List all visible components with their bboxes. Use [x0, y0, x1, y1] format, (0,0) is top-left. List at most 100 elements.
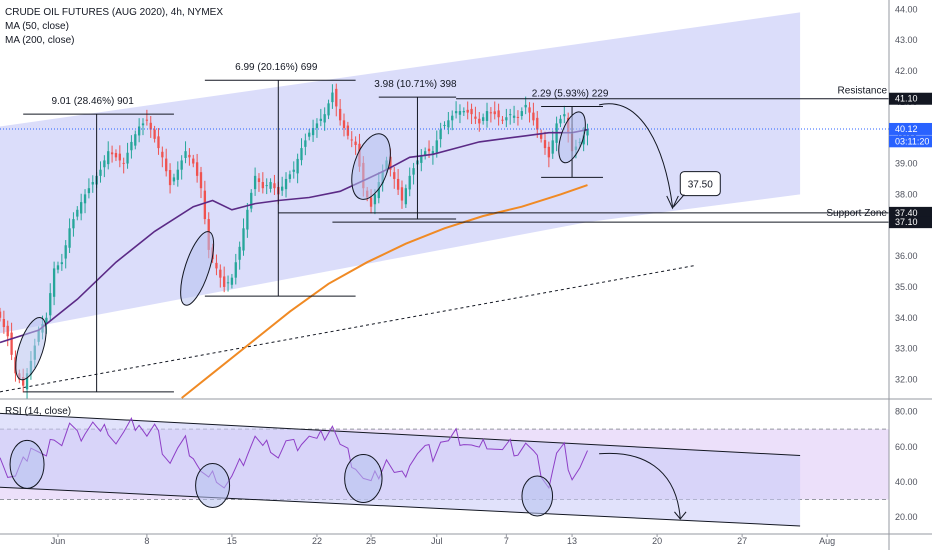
- candle-body: [505, 117, 508, 121]
- candle-body: [288, 174, 292, 179]
- candle-body: [76, 209, 79, 217]
- candle-body: [474, 116, 477, 119]
- rsi-highlight-ellipse: [344, 453, 383, 503]
- measure-label: 9.01 (28.46%) 901: [51, 96, 134, 107]
- projection-arrowhead: [666, 195, 679, 210]
- rsi-projection-arrowhead: [674, 511, 687, 520]
- candle-body: [168, 169, 172, 186]
- candle-body: [122, 162, 125, 164]
- candle-body: [188, 154, 191, 158]
- candle-body: [242, 228, 245, 251]
- candle-body: [6, 325, 9, 337]
- candle-body: [49, 293, 52, 316]
- candle-body: [165, 158, 168, 172]
- price-label-bg: [889, 122, 932, 135]
- time-tick-label: 20: [652, 536, 662, 546]
- candle-body: [319, 118, 322, 121]
- candle-body: [145, 119, 149, 121]
- candle-body: [257, 178, 261, 183]
- measure-label: 6.99 (20.16%) 699: [235, 62, 318, 73]
- candle-body: [377, 182, 380, 199]
- candle-body: [2, 319, 6, 328]
- price-label-current: 40.12: [889, 122, 932, 135]
- candle-body: [412, 168, 415, 175]
- candle-body: [130, 141, 133, 151]
- candle-body: [369, 197, 373, 207]
- candle-body: [551, 140, 554, 154]
- price-tick-label: 39.00: [895, 159, 918, 169]
- time-tick-label: Jun: [51, 536, 66, 546]
- candle-body: [439, 129, 442, 140]
- candle-body: [408, 175, 411, 190]
- time-tick-label: 27: [737, 536, 747, 546]
- candle-body: [83, 194, 87, 204]
- candle-body: [68, 228, 71, 248]
- rsi-pane[interactable]: [0, 412, 889, 527]
- candle-body: [454, 111, 458, 114]
- candle-body: [114, 153, 118, 158]
- target-callout-pointer: [673, 194, 685, 208]
- price-tick-label: 36.00: [895, 251, 918, 261]
- candle-body: [512, 115, 516, 118]
- candle-body: [501, 119, 504, 121]
- candle-body: [393, 172, 396, 179]
- candle-body: [327, 103, 330, 116]
- price-pane[interactable]: 9.01 (28.46%) 901 6.99 (20.16%) 699 3.98 (…: [0, 12, 889, 400]
- rsi-highlight-ellipse: [521, 475, 554, 517]
- rsi-line: [0, 416, 588, 490]
- candle-body: [420, 155, 423, 163]
- candle-body: [389, 156, 392, 170]
- candle-body: [253, 175, 257, 190]
- candle-body: [149, 122, 152, 130]
- candle-body: [25, 373, 29, 390]
- candle-body: [509, 114, 512, 116]
- candle-body: [458, 111, 462, 115]
- candle-body: [331, 92, 334, 103]
- candle-body: [134, 134, 137, 146]
- candle-body: [536, 117, 539, 130]
- price-tick-label: 33.00: [895, 344, 918, 354]
- candle-body: [478, 118, 481, 124]
- candle-body: [91, 182, 94, 185]
- resistance-label: Resistance: [838, 86, 888, 97]
- candle-body: [304, 140, 307, 147]
- candle-body: [72, 219, 75, 229]
- candle-body: [238, 246, 241, 260]
- candle-body: [199, 172, 203, 189]
- highlight-ellipse: [351, 133, 391, 200]
- candle-body: [56, 265, 60, 270]
- candle-body: [539, 133, 543, 139]
- rsi-channel-top: [0, 412, 801, 457]
- candle-body: [161, 151, 164, 158]
- candle-body: [230, 277, 234, 285]
- candle-body: [215, 262, 218, 269]
- rsi-channel-bottom: [0, 486, 801, 527]
- rsi-legend: RSI (14, close): [5, 406, 72, 417]
- candle-body: [107, 151, 110, 165]
- candle-body: [22, 377, 25, 386]
- price-label-text: 41.10: [895, 94, 918, 104]
- price-label-bg: [889, 135, 932, 148]
- candle-body: [427, 148, 431, 152]
- candle-body: [80, 202, 83, 214]
- rsi-highlight-ellipse: [9, 439, 45, 489]
- candle-body: [226, 282, 230, 284]
- candle-body: [176, 169, 179, 180]
- candle-body: [559, 118, 562, 124]
- candle-body: [315, 123, 319, 129]
- price-tick-label: 34.00: [895, 313, 918, 323]
- candle-body: [284, 178, 288, 190]
- candle-body: [184, 151, 187, 158]
- candle-body: [470, 108, 473, 115]
- highlight-ellipse: [180, 231, 215, 306]
- ma50-line: [0, 128, 588, 344]
- price-tick-label: 32.00: [895, 374, 918, 384]
- measure-label: 3.98 (10.71%) 398: [374, 79, 457, 90]
- candle-body: [292, 169, 295, 172]
- symbol-title: CRUDE OIL FUTURES (AUG 2020), 4h, NYMEX: [5, 7, 224, 18]
- candle-body: [172, 177, 176, 182]
- ma200-legend: MA (200, close): [5, 35, 75, 46]
- candle-body: [223, 276, 226, 287]
- candle-body: [520, 111, 523, 117]
